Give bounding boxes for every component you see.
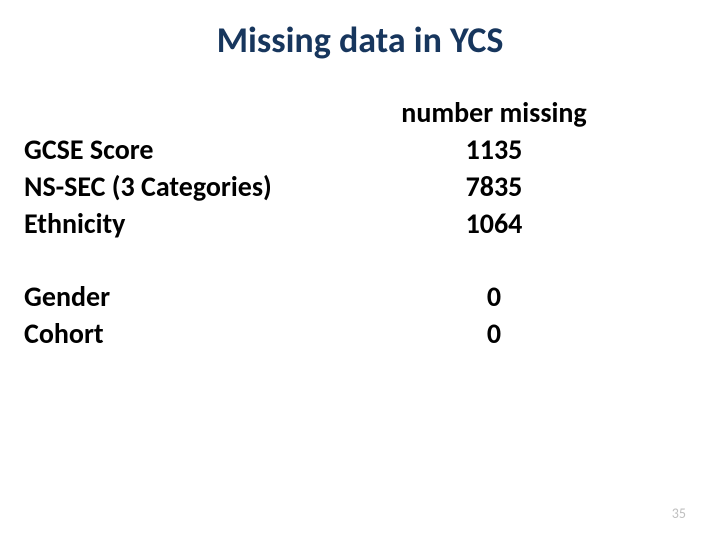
table-header-row: number missing <box>24 95 696 130</box>
row-label: NS-SEC (3 Categories) <box>24 169 364 204</box>
row-label: Ethnicity <box>24 206 364 241</box>
row-label: Gender <box>24 279 364 314</box>
row-label: Cohort <box>24 316 364 351</box>
slide-title: Missing data in YCS <box>0 0 720 62</box>
group-spacer <box>24 243 696 279</box>
header-label-spacer <box>24 95 364 130</box>
table-row: Cohort 0 <box>24 316 696 351</box>
table-row: Ethnicity 1064 <box>24 206 696 241</box>
row-label: GCSE Score <box>24 132 364 167</box>
row-value: 7835 <box>364 169 624 204</box>
table-row: NS-SEC (3 Categories) 7835 <box>24 169 696 204</box>
table-row: GCSE Score 1135 <box>24 132 696 167</box>
row-value: 1064 <box>364 206 624 241</box>
page-number: 35 <box>672 505 686 522</box>
row-value: 0 <box>364 279 624 314</box>
table-row: Gender 0 <box>24 279 696 314</box>
content-area: number missing GCSE Score 1135 NS-SEC (3… <box>24 95 696 353</box>
row-value: 1135 <box>364 132 624 167</box>
row-value: 0 <box>364 316 624 351</box>
column-header: number missing <box>364 95 624 130</box>
